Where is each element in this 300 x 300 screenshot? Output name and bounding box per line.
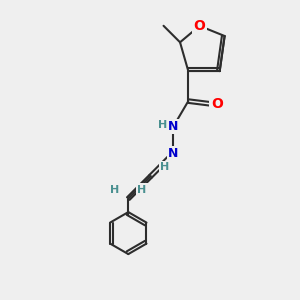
Text: N: N: [168, 120, 178, 133]
Text: H: H: [160, 162, 169, 172]
Text: O: O: [194, 19, 206, 33]
Text: O: O: [211, 97, 223, 111]
Text: N: N: [168, 147, 178, 160]
Text: H: H: [137, 184, 146, 195]
Text: H: H: [110, 184, 119, 195]
Text: H: H: [158, 120, 167, 130]
